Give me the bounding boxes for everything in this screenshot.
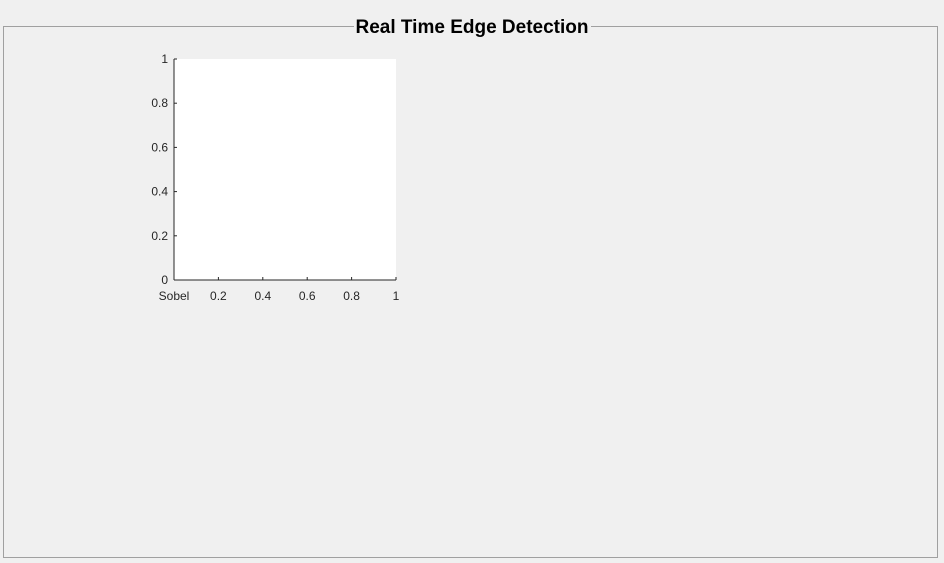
y-tick-label: 0.4 (151, 185, 168, 199)
x-tick-label: 1 (393, 289, 400, 303)
x-tick-label: 0.8 (343, 289, 360, 303)
y-tick-label: 0.2 (151, 229, 168, 243)
y-tick-label: 0.6 (151, 140, 168, 154)
x-tick-label: 0.4 (254, 289, 271, 303)
y-tick-label: 0 (161, 273, 168, 287)
plot-area (174, 59, 396, 280)
x-origin-label: Sobel (159, 289, 190, 303)
axis-tick-labels: 0 0.2 0.4 0.6 0.8 1 Sobel 0.2 0.4 0.6 0.8 1 (151, 52, 399, 303)
x-tick-label: 0.2 (210, 289, 227, 303)
y-tick-label: 1 (161, 52, 168, 66)
y-tick-label: 0.8 (151, 96, 168, 110)
x-tick-label: 0.6 (299, 289, 316, 303)
